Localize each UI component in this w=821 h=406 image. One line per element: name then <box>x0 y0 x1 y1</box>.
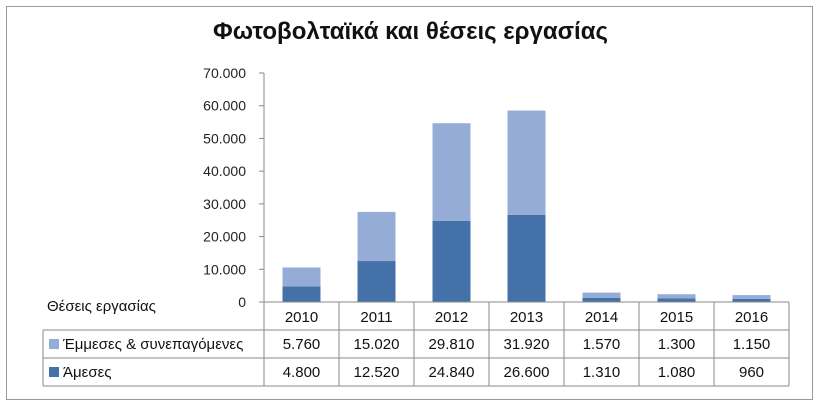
data-label: 1.570 <box>583 336 621 353</box>
legend-label: Άμεσες <box>63 364 112 381</box>
data-label: 1.310 <box>583 364 621 381</box>
data-label: 960 <box>739 364 764 381</box>
bar-indirect <box>657 294 696 299</box>
y-tick-label: 60.000 <box>203 98 246 114</box>
chart-title: Φωτοβολταϊκά και θέσεις εργασίας <box>213 18 608 45</box>
data-label: 15.020 <box>354 336 400 353</box>
x-tick-label: 2012 <box>435 309 468 326</box>
table-row-header: Θέσεις εργασίας <box>47 298 156 315</box>
bar-direct <box>507 214 546 302</box>
chart-frame <box>6 6 813 400</box>
bar-indirect <box>432 123 471 221</box>
x-tick-label: 2013 <box>510 309 543 326</box>
data-label: 4.800 <box>283 364 321 381</box>
bar-direct <box>582 297 621 302</box>
x-tick-label: 2011 <box>360 309 392 326</box>
data-label: 1.150 <box>733 336 771 353</box>
bar-indirect <box>507 110 546 215</box>
bar-direct <box>357 261 396 302</box>
y-tick-label: 30.000 <box>203 196 246 212</box>
data-label: 5.760 <box>283 336 321 353</box>
y-tick-label: 50.000 <box>203 130 246 146</box>
bar-indirect <box>582 292 621 298</box>
x-tick-label: 2015 <box>660 309 693 326</box>
legend-label: Έμμεσες & συνεπαγόμενες <box>62 336 243 353</box>
y-tick-label: 10.000 <box>203 261 246 277</box>
x-tick-label: 2014 <box>585 309 618 326</box>
x-tick-label: 2016 <box>735 309 768 326</box>
data-label: 1.300 <box>658 336 696 353</box>
bar-indirect <box>282 267 321 287</box>
bar-direct <box>432 220 471 302</box>
y-tick-label: 70.000 <box>203 65 246 81</box>
bar-indirect <box>357 211 396 262</box>
y-tick-label: 0 <box>238 294 246 310</box>
data-label: 26.600 <box>504 364 550 381</box>
data-label: 24.840 <box>429 364 475 381</box>
legend-swatch <box>49 367 59 377</box>
bar-indirect <box>732 295 771 299</box>
x-tick-label: 2010 <box>285 309 318 326</box>
bar-direct <box>282 286 321 302</box>
y-tick-label: 20.000 <box>203 229 246 245</box>
legend-swatch <box>49 339 59 349</box>
data-label: 29.810 <box>429 336 475 353</box>
bar-direct <box>732 298 771 302</box>
bar-direct <box>657 298 696 302</box>
data-label: 1.080 <box>658 364 696 381</box>
data-label: 12.520 <box>354 364 400 381</box>
y-tick-label: 40.000 <box>203 163 246 179</box>
data-label: 31.920 <box>504 336 550 353</box>
